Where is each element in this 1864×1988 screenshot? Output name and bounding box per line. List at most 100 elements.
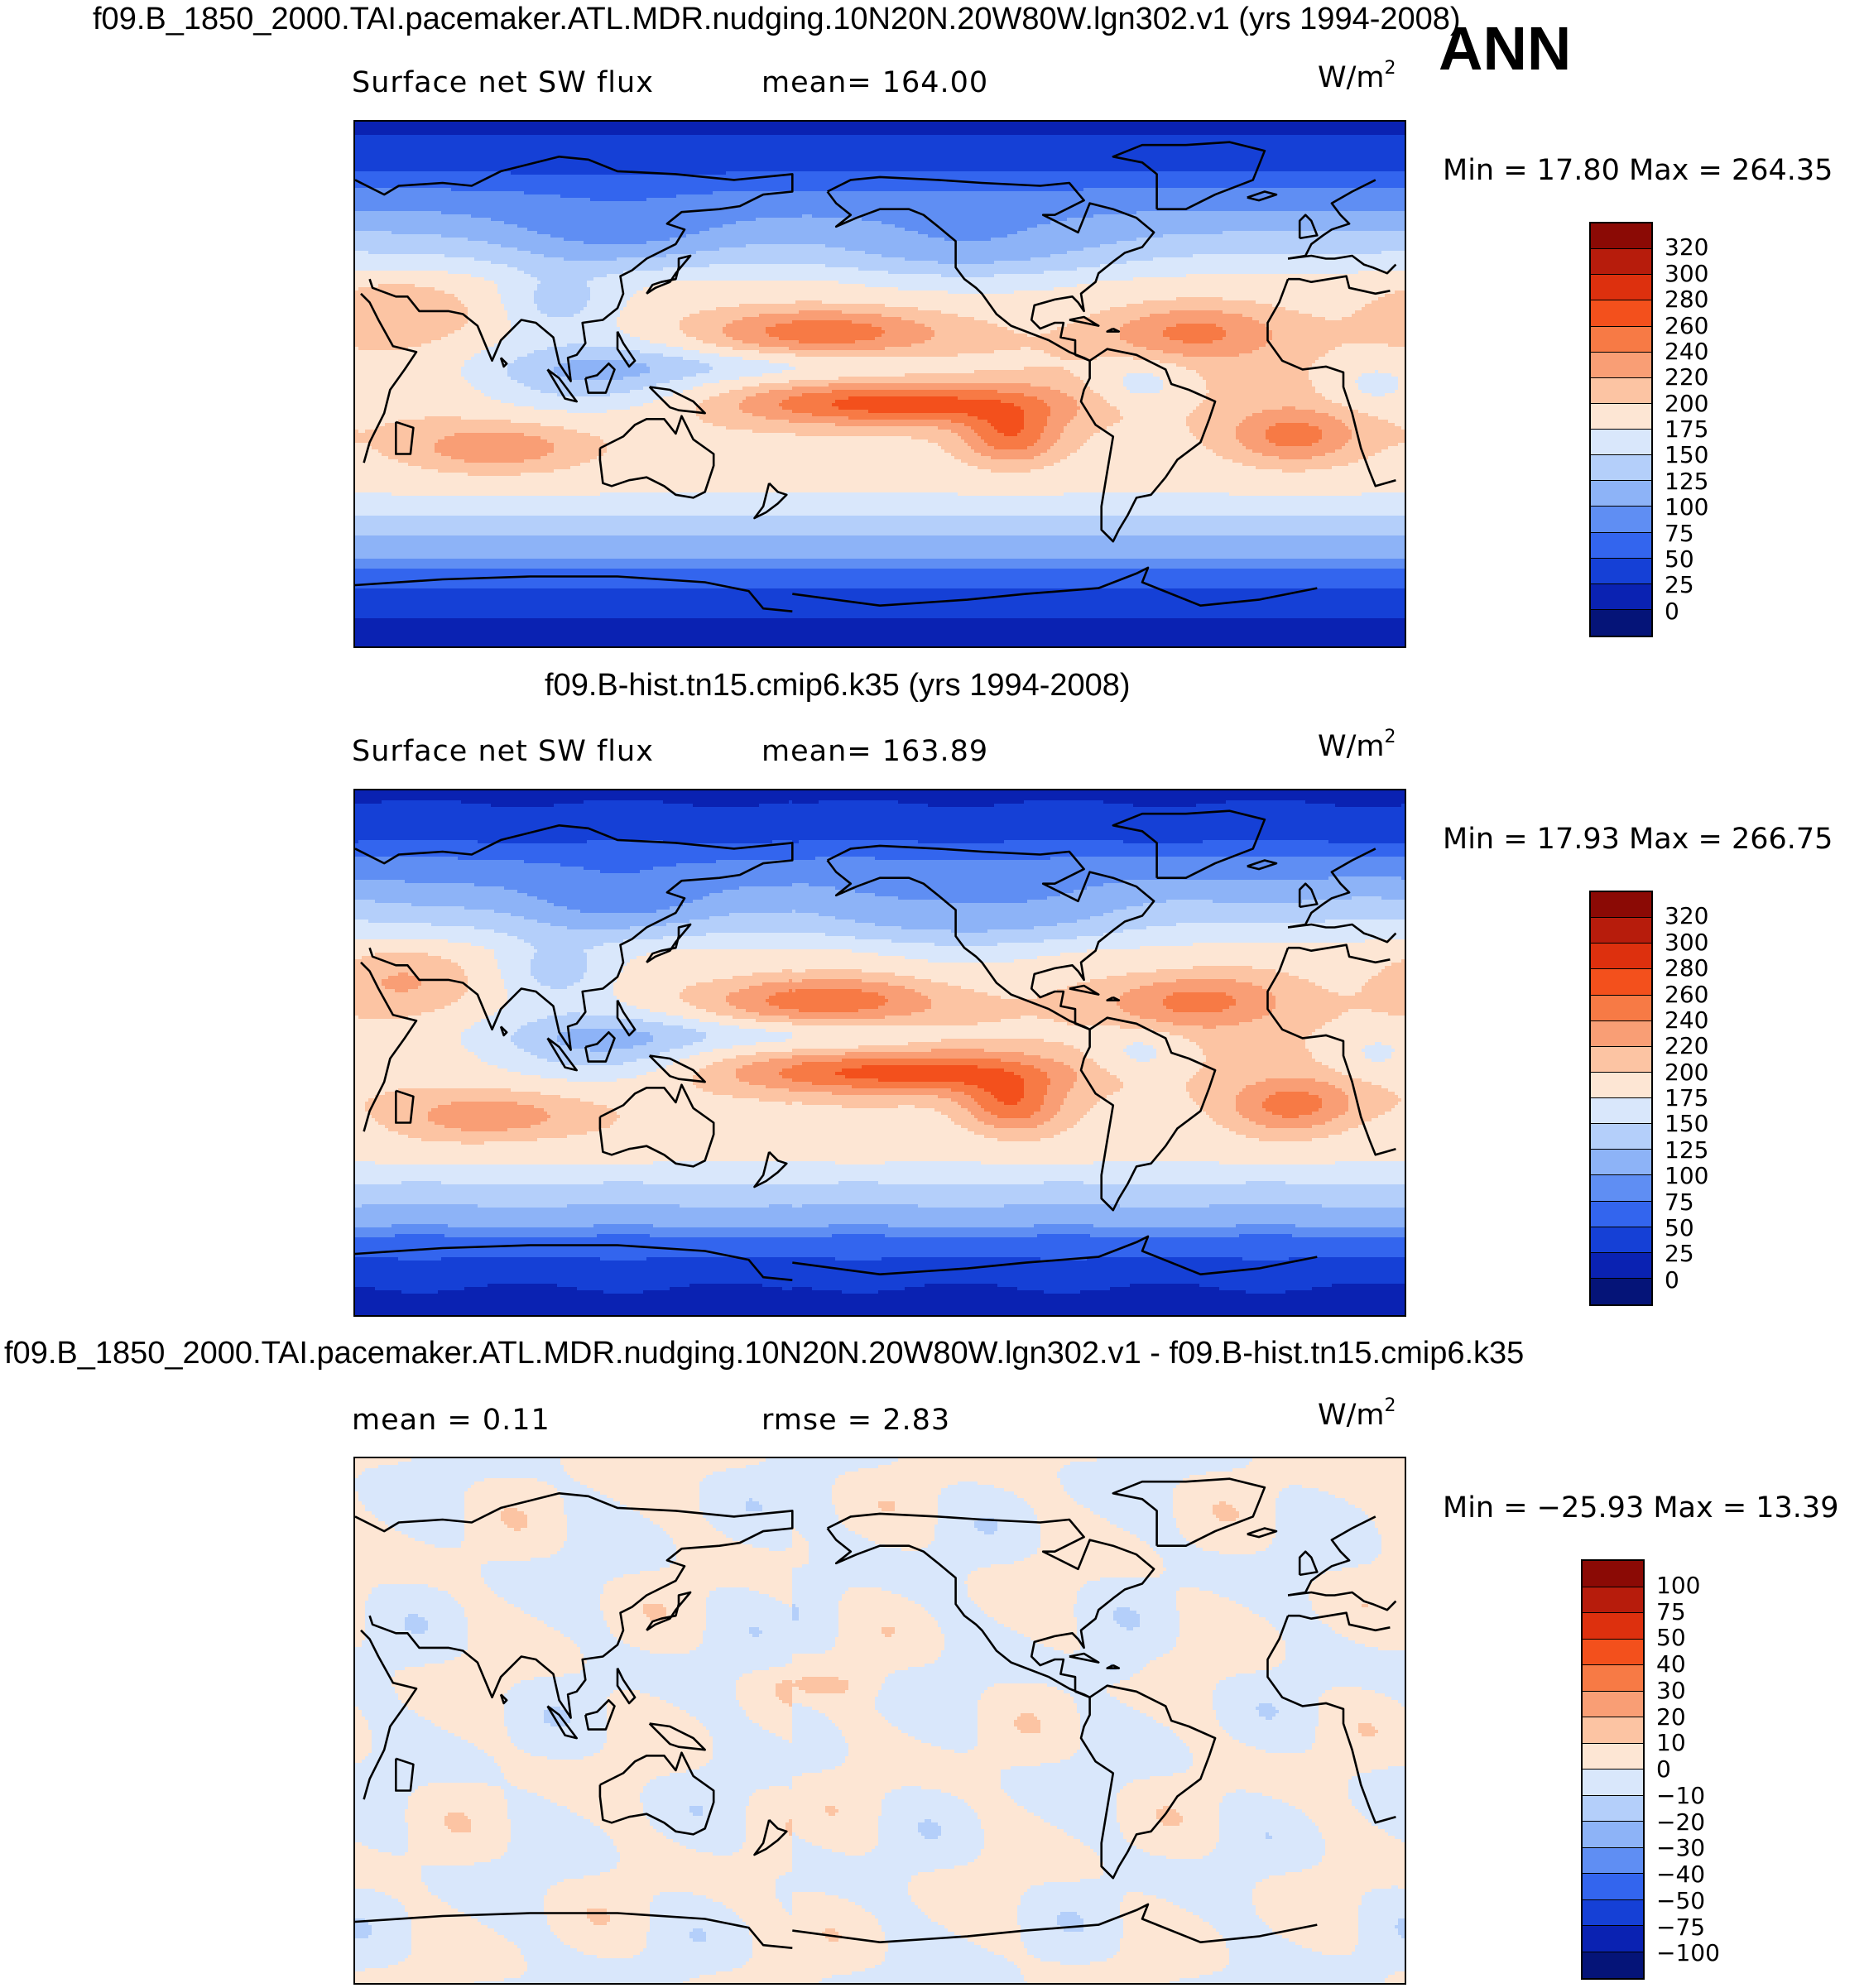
field-cell (789, 363, 1177, 367)
field-cell (693, 1078, 740, 1083)
field-cell (504, 1710, 545, 1714)
field-cell (355, 1965, 389, 1969)
field-cell (918, 1826, 942, 1830)
field-cell (1074, 396, 1104, 401)
field-cell (408, 1016, 488, 1020)
field-cell (938, 261, 995, 265)
field-cell (372, 1736, 462, 1741)
field-cell (365, 1614, 409, 1618)
field-cell (550, 986, 568, 990)
panel-3-minmax: Min = −25.93 Max = 13.39 (1443, 1491, 1839, 1525)
field-cell (934, 1108, 968, 1112)
field-cell (752, 1062, 803, 1066)
field-cell (355, 641, 1405, 646)
field-cell (776, 1892, 793, 1896)
field-cell (792, 1577, 968, 1582)
field-cell (438, 1587, 492, 1592)
field-cell (1123, 1925, 1213, 1929)
field-cell (1213, 900, 1303, 904)
field-cell (617, 320, 680, 324)
field-cell (408, 463, 581, 467)
field-cell (600, 870, 641, 874)
field-cell (504, 1773, 670, 1777)
field-cell (607, 1717, 697, 1721)
field-cell (1123, 416, 1187, 420)
field-cell (1117, 1806, 1164, 1810)
field-cell (355, 1750, 372, 1754)
field-cell (468, 1640, 574, 1645)
field-cell (1123, 1932, 1220, 1936)
panel-3-rmse-label: rmse = 2.83 (761, 1404, 951, 1437)
field-cell (584, 800, 664, 804)
field-cell (584, 241, 647, 245)
field-cell (1130, 1012, 1270, 1016)
field-cell (749, 1796, 886, 1800)
field-cell (1312, 456, 1369, 460)
field-cell (468, 238, 564, 242)
field-cell (481, 1059, 548, 1063)
field-cell (501, 1766, 700, 1770)
field-cell (941, 1039, 1045, 1043)
field-cell (564, 1468, 727, 1472)
field-cell (905, 986, 962, 990)
field-cell (706, 1627, 750, 1631)
field-cell (471, 383, 525, 387)
field-cell (537, 1793, 641, 1797)
field-cell (610, 1049, 670, 1053)
field-cell (1266, 436, 1323, 440)
field-cell (769, 1204, 793, 1208)
field-cell (1176, 1644, 1286, 1648)
field-cell (567, 1204, 680, 1208)
field-cell (1077, 1627, 1127, 1631)
field-cell (1282, 406, 1296, 411)
field-cell (570, 1945, 647, 1949)
field-cell (458, 963, 498, 967)
field-cell (1054, 1019, 1157, 1023)
field-cell (1074, 1697, 1117, 1701)
field-cell (468, 473, 521, 477)
field-cell (699, 231, 919, 235)
field-cell (610, 1125, 962, 1129)
field-cell (1070, 1756, 1194, 1760)
field-cell (517, 224, 723, 228)
field-cell (355, 489, 1405, 493)
field-cell (1335, 1161, 1405, 1165)
field-cell (689, 1978, 823, 1982)
field-cell (368, 1723, 435, 1727)
field-cell (537, 304, 588, 308)
field-cell (842, 1594, 902, 1598)
field-cell (961, 1125, 995, 1129)
field-cell (355, 168, 1405, 172)
field-cell (1365, 1816, 1405, 1820)
field-cell (620, 1115, 949, 1119)
field-cell (736, 1697, 780, 1701)
field-cell (451, 1829, 472, 1833)
field-cell (1319, 1614, 1405, 1618)
field-cell (1014, 1799, 1117, 1803)
field-cell (1312, 1743, 1405, 1747)
colorbar-tick-label: 220 (1665, 1032, 1709, 1060)
field-cell (1050, 1082, 1074, 1086)
field-cell (617, 1112, 942, 1116)
field-cell (355, 1664, 425, 1668)
field-cell (584, 1952, 641, 1956)
field-cell (1315, 1730, 1359, 1734)
field-cell (1256, 1082, 1329, 1086)
field-cell (484, 946, 535, 950)
field-cell (1362, 1508, 1405, 1512)
field-cell (590, 291, 637, 295)
field-cell (656, 910, 793, 914)
field-cell (782, 969, 793, 973)
field-cell (941, 1627, 1011, 1631)
field-cell (941, 1491, 1015, 1496)
field-cell (355, 1234, 396, 1238)
field-cell (1295, 1942, 1359, 1946)
field-cell (1044, 939, 1366, 944)
field-cell (792, 989, 796, 993)
field-cell (1193, 943, 1405, 947)
field-cell (1179, 1611, 1253, 1615)
field-cell (511, 1832, 608, 1837)
field-cell (759, 1501, 833, 1505)
field-cell (1120, 1025, 1203, 1030)
field-cell (640, 1690, 737, 1694)
